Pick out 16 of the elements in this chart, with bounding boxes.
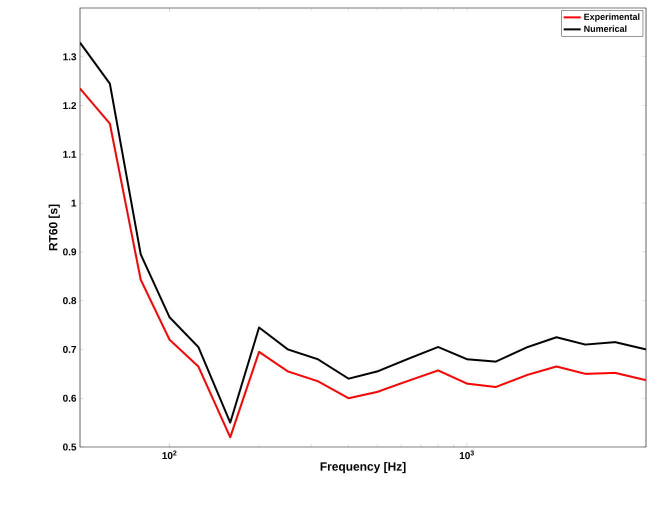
legend-label: Experimental: [584, 13, 640, 22]
y-tick-label: 0.8: [63, 297, 76, 304]
x-tick-label: 10$^{3}$: [460, 450, 474, 460]
x-axis-title: Frequency [Hz]: [320, 462, 406, 474]
y-tick-label: 0.5: [63, 443, 76, 451]
line-series: [80, 87, 646, 438]
y-tick-label: 1: [72, 200, 76, 207]
y-tick-label: 0.9: [63, 248, 76, 256]
legend-label: Numerical: [584, 25, 626, 32]
y-tick-label: 1.2: [63, 102, 76, 110]
y-tick-label: 0.6: [63, 394, 76, 402]
x-tick-label: 10$^{2}$: [162, 450, 176, 460]
y-tick-label: 1.1: [63, 150, 76, 158]
y-axis-title: RT60 [s]: [48, 204, 60, 250]
y-tick-label: 1.3: [63, 53, 76, 60]
y-tick-label: 0.7: [63, 346, 76, 353]
